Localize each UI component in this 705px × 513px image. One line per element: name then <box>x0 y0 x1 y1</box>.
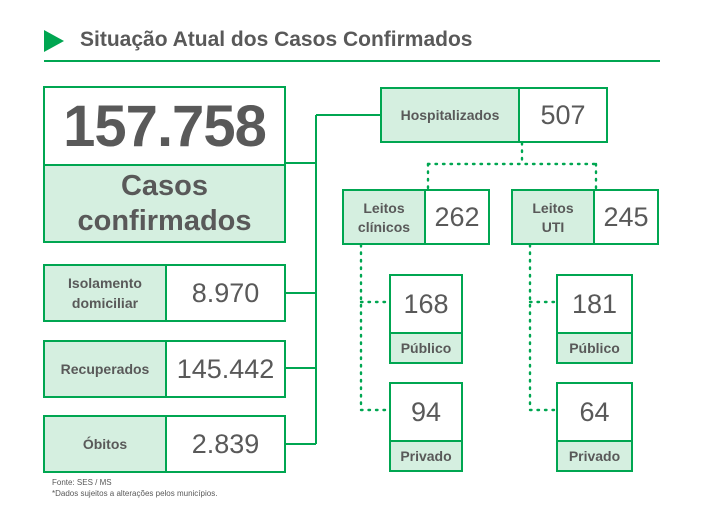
total-cases-value: 157.758 <box>63 93 267 159</box>
leitos-uti-value: 245 <box>603 201 649 232</box>
clinicos-privado-card: 94 Privado <box>389 382 463 472</box>
leitos-uti-label-line1: Leitos <box>532 199 574 216</box>
recuperados-label-bg <box>45 342 167 396</box>
isolamento-label-line1: Isolamento <box>68 274 142 291</box>
footer-note: *Dados sujeitos a alterações pelos munic… <box>52 489 218 498</box>
total-cases-card: 157.758 Casos confirmados <box>43 86 286 243</box>
uti-privado-card: 64 Privado <box>556 382 633 472</box>
isolamento-label-line2: domiciliar <box>71 294 139 311</box>
leitos-uti-label-bg <box>513 191 595 243</box>
recuperados-value: 145.442 <box>176 353 275 384</box>
clinicos-privado-value: 94 <box>410 396 442 427</box>
hospitalizados-label-bg <box>382 89 520 141</box>
leitos-clinicos-label-line1: Leitos <box>363 199 405 216</box>
uti-publico-label: Público <box>558 332 631 362</box>
hospitalizados-card: Hospitalizados 507 <box>380 87 608 143</box>
leitos-clinicos-label-line2: clínicos <box>357 218 411 235</box>
page-title: Situação Atual dos Casos Confirmados <box>80 28 473 51</box>
footer-source: Fonte: SES / MS <box>52 478 112 487</box>
obitos-card: Óbitos 2.839 <box>43 415 286 473</box>
obitos-label-bg <box>45 417 167 471</box>
hospitalizados-value: 507 <box>540 99 586 130</box>
leitos-uti-card: Leitos UTI 245 <box>511 189 659 245</box>
leitos-clinicos-label-bg <box>344 191 426 243</box>
recuperados-card: Recuperados 145.442 <box>43 340 286 398</box>
obitos-value: 2.839 <box>191 428 260 459</box>
isolamento-label-bg <box>45 266 167 320</box>
leitos-clinicos-card: Leitos clínicos 262 <box>342 189 490 245</box>
header: Situação Atual dos Casos Confirmados <box>44 26 660 62</box>
uti-privado-label: Privado <box>558 440 631 470</box>
uti-publico-value: 181 <box>571 288 618 319</box>
header-underline <box>44 60 660 62</box>
total-cases-label-line1: Casos <box>120 170 209 203</box>
leitos-clinicos-value: 262 <box>434 201 480 232</box>
play-triangle-icon <box>44 30 64 52</box>
clinicos-privado-label: Privado <box>391 440 461 470</box>
leitos-uti-label-line2: UTI <box>541 218 565 235</box>
recuperados-label: Recuperados <box>60 360 150 377</box>
total-cases-label-bg <box>45 164 284 241</box>
clinicos-publico-label: Público <box>391 332 461 362</box>
hospitalizados-label: Hospitalizados <box>400 106 500 123</box>
isolamento-card: Isolamento domiciliar 8.970 <box>43 264 286 322</box>
isolamento-value: 8.970 <box>191 277 260 308</box>
obitos-label: Óbitos <box>82 435 128 452</box>
uti-privado-value: 64 <box>579 396 610 427</box>
clinicos-publico-value: 168 <box>403 288 449 319</box>
total-cases-label-line2: confirmados <box>77 205 252 238</box>
uti-publico-card: 181 Público <box>556 274 633 364</box>
clinicos-publico-card: 168 Público <box>389 274 463 364</box>
